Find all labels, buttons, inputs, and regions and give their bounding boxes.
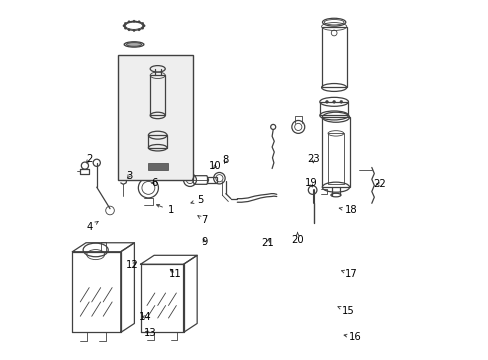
Bar bbox=[150, 75, 165, 116]
Circle shape bbox=[128, 29, 130, 31]
Circle shape bbox=[128, 21, 130, 23]
Text: 19: 19 bbox=[304, 178, 317, 188]
Circle shape bbox=[142, 22, 143, 24]
Text: 3: 3 bbox=[125, 171, 132, 181]
Text: 10: 10 bbox=[208, 161, 221, 171]
Circle shape bbox=[142, 25, 145, 27]
Bar bbox=[319, 102, 348, 116]
Circle shape bbox=[332, 100, 335, 103]
Circle shape bbox=[133, 20, 135, 22]
Text: 1: 1 bbox=[156, 204, 174, 216]
Text: 15: 15 bbox=[337, 306, 353, 316]
Text: 11: 11 bbox=[169, 269, 182, 279]
Circle shape bbox=[124, 22, 126, 24]
Bar bbox=[147, 163, 167, 170]
Bar bbox=[322, 117, 349, 187]
Circle shape bbox=[133, 30, 135, 32]
Bar bbox=[327, 134, 343, 184]
Text: 4: 4 bbox=[86, 221, 98, 232]
Text: 2: 2 bbox=[86, 154, 93, 164]
Bar bbox=[321, 27, 346, 87]
Text: 16: 16 bbox=[344, 332, 361, 342]
Text: 14: 14 bbox=[138, 312, 151, 322]
Text: 12: 12 bbox=[126, 260, 139, 270]
Text: 9: 9 bbox=[201, 237, 207, 247]
Bar bbox=[206, 177, 217, 183]
Text: 8: 8 bbox=[222, 155, 228, 165]
Circle shape bbox=[138, 29, 140, 31]
Text: 6: 6 bbox=[151, 178, 157, 188]
Text: 21: 21 bbox=[261, 238, 274, 248]
Circle shape bbox=[325, 100, 328, 103]
Circle shape bbox=[339, 100, 342, 103]
Text: 5: 5 bbox=[190, 195, 203, 205]
Circle shape bbox=[138, 21, 140, 23]
Text: 23: 23 bbox=[306, 154, 319, 164]
Text: 18: 18 bbox=[339, 206, 357, 216]
Circle shape bbox=[142, 27, 143, 29]
Text: 13: 13 bbox=[144, 328, 157, 338]
Text: 20: 20 bbox=[291, 233, 303, 245]
Circle shape bbox=[122, 25, 125, 27]
Bar bbox=[118, 55, 192, 180]
Ellipse shape bbox=[124, 42, 143, 47]
Bar bbox=[148, 135, 167, 148]
Text: 7: 7 bbox=[198, 215, 207, 225]
Text: 17: 17 bbox=[341, 269, 357, 279]
Ellipse shape bbox=[126, 42, 142, 46]
Text: 22: 22 bbox=[373, 179, 386, 189]
Circle shape bbox=[124, 27, 126, 29]
